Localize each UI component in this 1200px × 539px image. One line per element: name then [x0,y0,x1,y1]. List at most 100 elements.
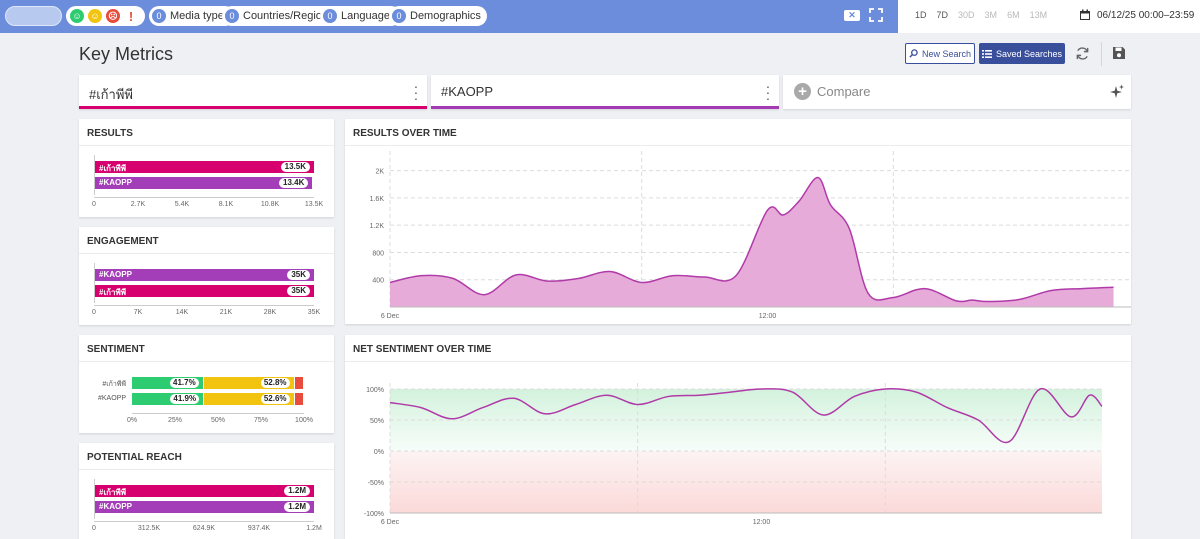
x-tick-label: 21K [219,309,233,316]
x-tick-label: 7K [133,309,143,316]
query-label: #เก้าพีพี [89,87,133,102]
card-title: RESULTS [87,128,133,139]
query-color-bar [431,106,779,109]
more-options-icon[interactable]: · · · [413,78,419,106]
top-bar: ☺ ☺ ☹ ! 0 Media types 0 Countries/Region… [0,0,1200,33]
y-tick-label: 1.6K [370,196,385,203]
range-6m[interactable]: 6M [1007,10,1020,20]
query-tab-2[interactable]: #KAOPP · · · [431,75,779,109]
bar-label: #เก้าพีพี [99,488,127,497]
x-tick-label: 0 [92,309,96,316]
new-search-button[interactable]: New Search [905,43,975,64]
y-tick-label: 100% [366,387,384,394]
compare-label: Compare [817,84,871,99]
x-tick-label: 13.5K [304,201,324,208]
range-13m[interactable]: 13M [1029,10,1048,20]
more-options-icon[interactable]: · · · [765,78,771,106]
x-tick-label: 0 [92,525,96,532]
x-tick-label: 0% [126,417,138,424]
card-divider [79,361,334,362]
x-tick-label: 6 Dec [381,313,400,320]
results-over-time-card: RESULTS OVER TIME 400 800 1.2K 1.6K 2K 6 Dec 1… [345,119,1131,324]
bar-1: #KAOPP 1.2M [95,501,314,513]
bar-label: #เก้าพีพี [99,164,127,173]
filter-chip-countries[interactable]: 0 Countries/Regions [222,6,340,26]
axis-line [94,155,95,195]
y-tick-label: 0% [374,449,384,456]
segment-negative [294,393,303,405]
chip-label: Languages [341,10,396,22]
compare-tab[interactable]: + Compare [783,75,1131,109]
neutral-face-icon[interactable]: ☺ [88,9,102,23]
x-tick-label: 2.7K [130,201,146,208]
bar-label: #KAOPP [99,178,132,187]
x-axis-line [132,413,304,414]
row-label: #เก้าพีพี [102,381,126,388]
bar-value: 35K [287,286,310,296]
x-tick-label: 35K [307,309,321,316]
search-pill[interactable] [5,6,62,26]
x-tick-label: 28K [263,309,277,316]
x-tick-label: 6 Dec [381,519,400,526]
engagement-card: ENGAGEMENT #KAOPP 35K #เก้าพีพี 35K 0 7K 14K 21… [79,227,334,325]
filter-chip-demographics[interactable]: 0 Demographics [389,6,487,26]
sparkle-icon[interactable] [1110,84,1124,98]
sentiment-filter[interactable]: ☺ ☺ ☹ ! [66,6,145,26]
card-title: ENGAGEMENT [87,236,159,247]
range-7d[interactable]: 7D [936,10,949,20]
sentiment-card: SENTIMENT #เก้าพีพี 41.7% 52.8% #KAOPP 41.9%… [79,335,334,433]
filter-chip-media-types[interactable]: 0 Media types [149,6,236,26]
segment-positive: 41.7% [132,377,203,389]
y-tick-label: -50% [368,480,384,487]
results-over-time-chart: 400 800 1.2K 1.6K 2K 6 Dec 12:00 [370,151,1131,320]
bar-1: #เก้าพีพี 35K [95,285,314,297]
saved-searches-button[interactable]: Saved Searches [979,43,1065,64]
chip-label: Media types [170,10,230,22]
fullscreen-icon[interactable] [869,8,883,22]
card-divider [79,253,334,254]
plus-icon[interactable]: + [794,83,811,100]
query-color-bar [79,106,427,109]
range-30d[interactable]: 30D [958,10,975,20]
date-range[interactable]: 06/12/25 00:00–23:59 [1097,10,1195,21]
y-tick-label: 400 [372,278,384,285]
card-divider [345,145,1131,146]
card-title: SENTIMENT [87,344,145,355]
query-tab-1[interactable]: #เก้าพีพี · · · [79,75,427,109]
negative-face-icon[interactable]: ☹ [106,9,120,23]
x-tick-label: 100% [295,417,313,424]
exclamation-icon[interactable]: ! [128,8,134,24]
chip-label: Countries/Regions [243,10,334,22]
area-fill [390,177,1114,307]
reach-card: POTENTIAL REACH #เก้าพีพี 1.2M #KAOPP 1.2M 0… [79,443,334,539]
range-3m[interactable]: 3M [984,10,998,20]
row-label: #KAOPP [97,395,126,402]
bar-label: #KAOPP [99,270,132,279]
refresh-icon[interactable] [1075,46,1090,61]
axis-line [94,263,95,303]
x-tick-label: 312.5K [137,525,161,532]
segment-value: 41.7% [170,378,199,388]
y-tick-label: 1.2K [370,223,385,230]
net-sentiment-card: NET SENTIMENT OVER TIME -100% -50% 0% 50% 10… [345,335,1131,539]
bar-value: 1.2M [284,486,310,496]
x-tick-label: 50% [210,417,226,424]
card-title: POTENTIAL REACH [87,452,182,463]
chip-count: 0 [152,9,166,23]
bar-1: #KAOPP 13.4K [95,177,313,189]
positive-face-icon[interactable]: ☺ [70,9,84,23]
save-icon[interactable] [1112,46,1126,60]
bar-label: #KAOPP [99,502,132,511]
page-title: Key Metrics [79,44,174,64]
y-tick-label: 800 [372,250,384,257]
x-tick-label: 12:00 [753,519,771,526]
calendar-icon[interactable] [1079,9,1091,21]
card-title: NET SENTIMENT OVER TIME [353,344,492,355]
range-1d[interactable]: 1D [915,10,927,20]
x-tick-label: 937.4K [247,525,271,532]
clear-filters-icon[interactable]: ✕ [844,10,860,21]
card-title: RESULTS OVER TIME [353,128,457,139]
series-line [389,387,1103,444]
segment-value: 52.8% [260,378,290,388]
filter-chip-languages[interactable]: 0 Languages [320,6,402,26]
